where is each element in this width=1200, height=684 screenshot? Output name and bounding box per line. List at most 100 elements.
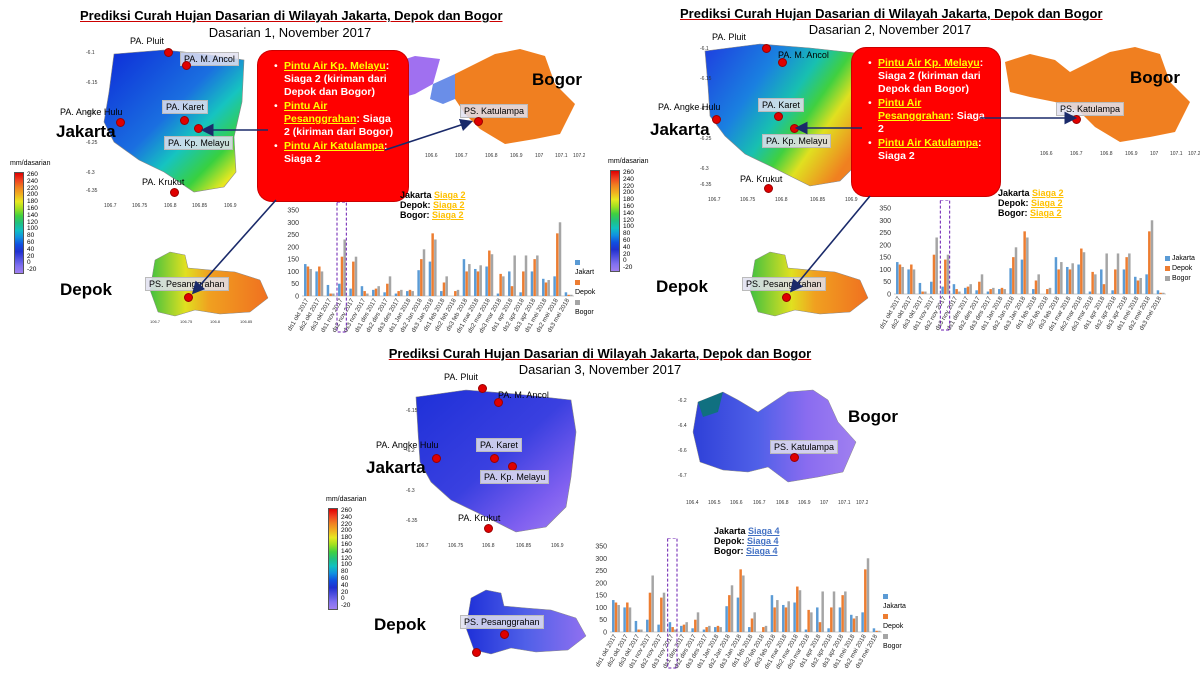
- status-region: Jakarta: [998, 188, 1033, 198]
- station-dot-pluit[interactable]: [478, 384, 487, 393]
- svg-text:-6.7: -6.7: [678, 473, 687, 479]
- station-dot-katulampa[interactable]: [1072, 115, 1081, 124]
- station-dot-karet[interactable]: [774, 112, 783, 121]
- bar-depok: [306, 266, 310, 296]
- station-dot-pesanggrahan[interactable]: [782, 293, 791, 302]
- y-tick-label: 200: [287, 244, 299, 251]
- bar-bogor: [980, 274, 984, 294]
- bar-jakarta: [702, 629, 706, 632]
- bar-jakarta: [1009, 268, 1012, 294]
- region-label-jakarta: Jakarta: [650, 120, 710, 139]
- alert-location: Pintu Air Pesanggrahan: [878, 97, 951, 122]
- bar-jakarta: [406, 291, 409, 296]
- legend-tick-label: 0: [27, 259, 31, 267]
- bar-jakarta: [634, 620, 638, 632]
- y-tick-label: 350: [287, 208, 299, 215]
- status-row: Depok: Siaga 4: [714, 536, 780, 546]
- station-dot-ancol[interactable]: [778, 58, 787, 67]
- station-dot-melayu[interactable]: [790, 124, 799, 133]
- bogor-map: 106.6 106.7 106.8 106.9 107 107.1 107.2: [1005, 47, 1200, 157]
- y-tick-label: 300: [595, 556, 607, 563]
- station-dot-ancol[interactable]: [182, 61, 191, 70]
- bar-depok: [465, 271, 468, 296]
- bar-depok: [1136, 280, 1140, 294]
- chart-legend-entry: Bogor: [883, 632, 906, 652]
- chart-legend-entry: Depok: [575, 278, 600, 298]
- station-dot-melayu[interactable]: [194, 124, 203, 133]
- bar-depok: [454, 291, 457, 296]
- status-region: Depok:: [998, 198, 1032, 208]
- bar-bogor: [468, 264, 471, 296]
- station-dot-pluit[interactable]: [164, 48, 173, 57]
- y-tick-label: 350: [879, 206, 891, 213]
- bar-depok: [966, 286, 970, 294]
- station-dot-pesanggrahan[interactable]: [500, 630, 509, 639]
- svg-text:106.85: 106.85: [516, 543, 532, 549]
- alert-item: Pintu Air Kp. Melayu: Siaga 2 (kiriman d…: [274, 60, 398, 99]
- station-dot-katulampa[interactable]: [790, 453, 799, 462]
- panel-dasarian-1: Prediksi Curah Hujan Dasarian di Wilayah…: [0, 0, 600, 345]
- legend-tick-label: -20: [341, 602, 351, 610]
- bar-jakarta: [804, 629, 808, 632]
- station-dot-angke[interactable]: [432, 454, 441, 463]
- bar-bogor: [309, 268, 312, 296]
- bar-bogor: [1037, 274, 1040, 294]
- y-tick-label: 300: [287, 220, 299, 227]
- bar-bogor: [411, 291, 414, 296]
- station-dot-krukut[interactable]: [484, 524, 493, 533]
- station-dot-pesanggrahan[interactable]: [184, 293, 193, 302]
- bar-jakarta: [861, 612, 864, 632]
- svg-text:107.1: 107.1: [555, 153, 568, 159]
- y-tick-label: 50: [599, 617, 607, 624]
- bar-bogor: [1162, 292, 1165, 294]
- station-dot-karet[interactable]: [490, 454, 499, 463]
- bar-jakarta: [474, 268, 477, 296]
- y-tick-label: 0: [295, 294, 299, 301]
- station-dot-angke[interactable]: [712, 115, 721, 124]
- svg-text:-6.35: -6.35: [700, 182, 712, 188]
- status-level: Siaga 2: [433, 200, 465, 210]
- legend-tick-label: 240: [341, 513, 352, 521]
- status-region: Bogor:: [714, 546, 746, 556]
- station-dot-pluit[interactable]: [762, 44, 771, 53]
- chart-legend-entry: Depok: [883, 612, 906, 632]
- svg-text:106.85: 106.85: [810, 197, 826, 203]
- bar-depok: [637, 629, 640, 632]
- bar-jakarta: [315, 271, 318, 296]
- legend-tick-label: 20: [341, 588, 349, 596]
- station-dot-angke[interactable]: [116, 118, 125, 127]
- status-region: Bogor:: [400, 210, 432, 220]
- station-dot-katulampa[interactable]: [474, 117, 483, 126]
- bar-jakarta: [372, 289, 375, 296]
- status-row: Bogor: Siaga 2: [998, 208, 1064, 218]
- bar-jakarta: [1111, 290, 1114, 294]
- bar-jakarta: [907, 269, 910, 294]
- legend-tick-label: 120: [27, 218, 38, 226]
- bar-bogor: [558, 222, 562, 296]
- bar-depok: [875, 630, 878, 632]
- svg-text:107: 107: [1150, 151, 1159, 157]
- station-dot-ancol[interactable]: [494, 398, 503, 407]
- bar-bogor: [1060, 262, 1063, 294]
- bar-bogor: [1082, 252, 1086, 294]
- station-dot-karet[interactable]: [180, 116, 189, 125]
- bar-depok: [852, 618, 856, 632]
- legend-tick-label: 220: [623, 182, 634, 190]
- station-dot-krukut[interactable]: [170, 188, 179, 197]
- station-label-krukut: PA. Krukut: [740, 174, 783, 184]
- legend-tick-label: 260: [341, 507, 352, 514]
- alert-level: Siaga 2: [878, 110, 985, 135]
- region-label-bogor: Bogor: [532, 70, 583, 89]
- bar-bogor: [456, 289, 460, 296]
- legend-swatch: [883, 593, 888, 599]
- station-dot-depok-south[interactable]: [472, 648, 481, 657]
- bar-depok: [318, 266, 321, 296]
- svg-text:-6.25: -6.25: [700, 136, 712, 142]
- alert-note: (kiriman dari Bogor): [289, 126, 394, 138]
- bar-depok: [329, 293, 332, 296]
- svg-text:106.9: 106.9: [798, 500, 811, 506]
- station-dot-krukut[interactable]: [764, 184, 773, 193]
- bar-depok: [728, 595, 731, 632]
- bar-bogor: [570, 294, 573, 296]
- bar-depok: [626, 602, 629, 632]
